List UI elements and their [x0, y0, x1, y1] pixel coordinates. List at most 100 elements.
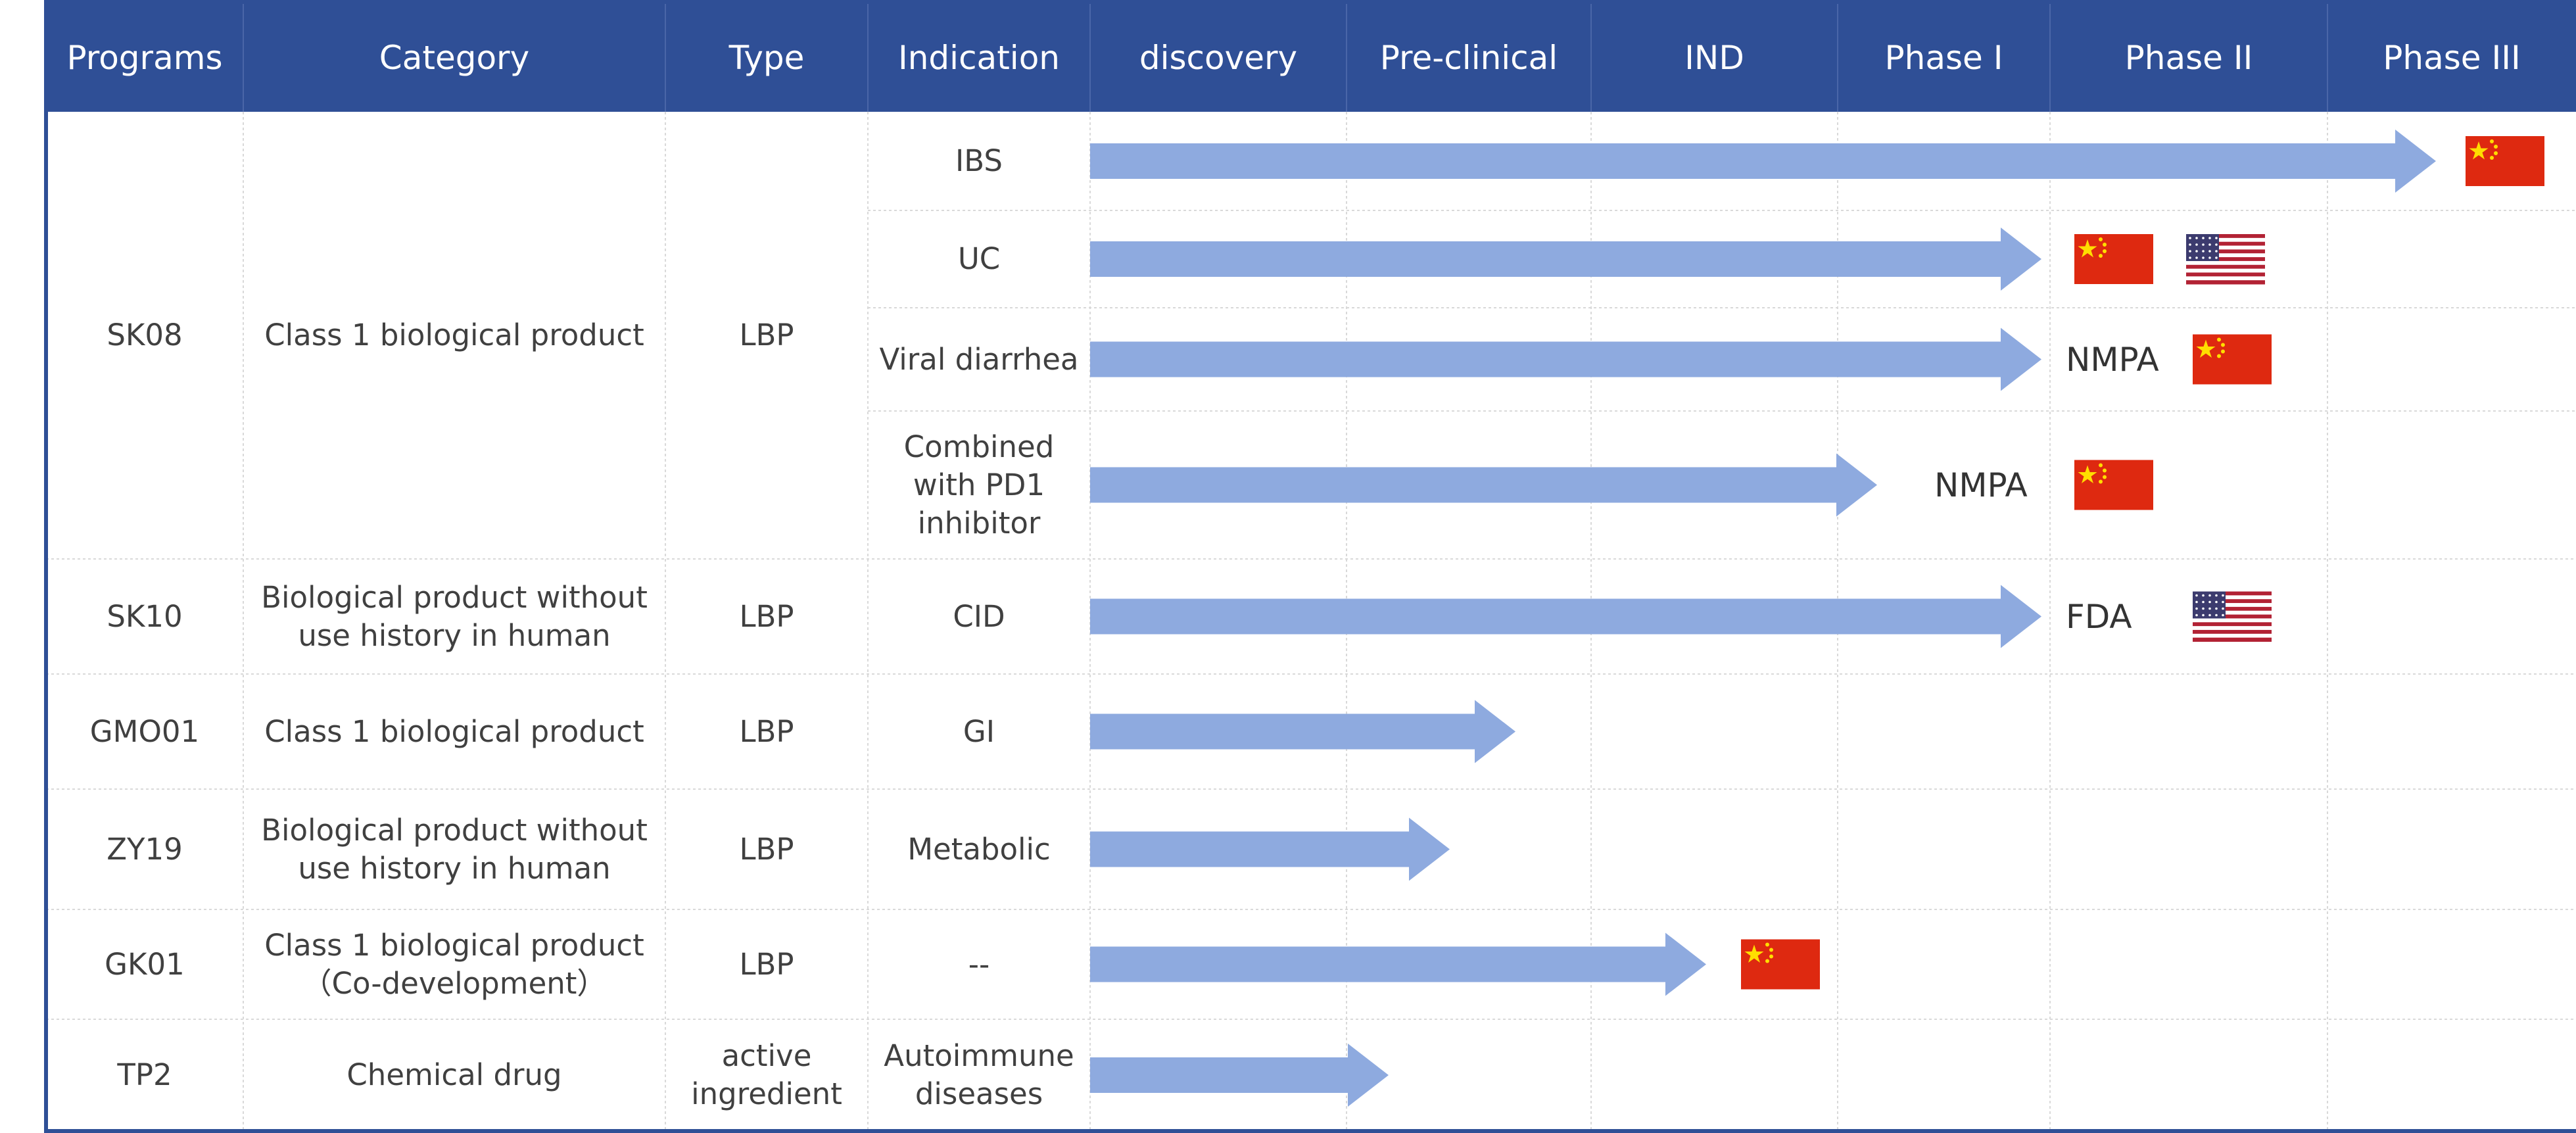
flag-stripe	[2186, 268, 2265, 273]
flag-canton-star	[2202, 600, 2205, 604]
flag-small-star	[1765, 942, 1769, 947]
flag-canton-star	[2215, 256, 2218, 259]
flag-canton-star	[2215, 607, 2218, 610]
flag-canton-star	[2202, 614, 2205, 617]
us-flag	[2193, 591, 2272, 642]
flag-small-star	[2221, 349, 2225, 354]
program-name: GMO01	[89, 713, 200, 749]
category: Chemical drug	[346, 1057, 562, 1092]
flag-canton-star	[2208, 243, 2211, 246]
flag-canton-star	[2202, 237, 2205, 239]
flag-field	[2466, 136, 2544, 186]
flag-canton-star	[2215, 614, 2218, 617]
flag-field	[1741, 939, 1820, 990]
header-cell: Phase III	[2383, 38, 2521, 77]
flag-stripe	[2186, 237, 2265, 243]
flag-stripe	[2193, 622, 2272, 627]
flag-canton-star	[2208, 594, 2211, 597]
header-cell: Type	[728, 38, 805, 77]
type: LBP	[739, 598, 794, 634]
flag-canton-star	[2215, 237, 2218, 239]
flag-stripe	[2193, 626, 2272, 631]
china-flag	[2074, 460, 2153, 510]
flag-canton-star	[2222, 607, 2224, 610]
flag-canton-star	[2189, 243, 2191, 246]
china-flag	[2193, 334, 2272, 385]
flag-stripe	[2193, 618, 2272, 623]
flag-stripe	[2186, 249, 2265, 254]
flag-field	[2074, 460, 2153, 510]
category: Biological product without use history i…	[261, 579, 648, 653]
progress-arrow	[1090, 585, 2041, 648]
flag-star	[1744, 944, 1764, 963]
flag-small-star	[2221, 343, 2225, 347]
flag-stripe	[2186, 234, 2265, 239]
header-cell: Category	[379, 38, 530, 77]
progress-arrow	[1090, 817, 1450, 881]
china-flag	[1741, 939, 1820, 990]
flag-small-star	[2103, 475, 2107, 479]
china-flag	[2466, 136, 2544, 186]
program-name: SK10	[107, 598, 183, 634]
flag-canton-star	[2208, 607, 2211, 610]
flag-canton-star	[2195, 607, 2198, 610]
flag-stripe	[2193, 610, 2272, 615]
flag-canton-star	[2202, 256, 2205, 259]
progress-arrow	[1090, 228, 2041, 291]
category: Class 1 biological product （Co-developme…	[264, 927, 644, 1001]
category: Class 1 biological product	[264, 318, 644, 352]
flag-stripe	[2186, 253, 2265, 258]
flag-canton-star	[2202, 250, 2205, 253]
indication: GI	[963, 713, 995, 749]
flag-small-star	[2103, 249, 2107, 253]
progress-arrow	[1090, 327, 2041, 391]
flag-stripe	[2186, 245, 2265, 250]
type: LBP	[739, 713, 794, 749]
flag-small-star	[2103, 468, 2107, 473]
type: LBP	[739, 318, 794, 352]
indication: IBS	[955, 143, 1003, 178]
flag-star	[2078, 239, 2097, 258]
flag-canton-star	[2208, 614, 2211, 617]
flag-stripe	[2186, 280, 2265, 285]
flag-canton-star	[2195, 256, 2198, 259]
flag-stripe	[2193, 595, 2272, 600]
flag-canton-star	[2195, 594, 2198, 597]
flag-small-star	[2494, 151, 2498, 155]
approval-label: NMPA	[2066, 340, 2159, 379]
flag-small-star	[2490, 156, 2494, 160]
indication: Autoimmune diseases	[884, 1038, 1074, 1111]
header-cell: Indication	[898, 38, 1060, 77]
flag-canton-star	[2202, 243, 2205, 246]
flag-canton-star	[2208, 250, 2211, 253]
progress-arrow	[1090, 932, 1706, 996]
indication: --	[968, 946, 990, 982]
flag-stripe	[2186, 257, 2265, 262]
flag-small-star	[2099, 463, 2103, 468]
flag-stripe	[2186, 264, 2265, 270]
flag-canton-star	[2215, 594, 2218, 597]
flag-canton-star	[2208, 237, 2211, 239]
flag-canton-star	[2195, 243, 2198, 246]
program-name: ZY19	[107, 831, 183, 867]
progress-arrow	[1090, 130, 2436, 193]
flag-stripe	[2193, 637, 2272, 642]
flag-stripe	[2193, 603, 2272, 608]
type: LBP	[739, 946, 794, 982]
flag-stripe	[2193, 591, 2272, 596]
flag-canton-star	[2195, 237, 2198, 239]
flag-canton-star	[2195, 614, 2198, 617]
indication: CID	[953, 598, 1005, 634]
indication: Combined with PD1 inhibitor	[903, 429, 1055, 541]
progress-arrow	[1090, 1044, 1389, 1107]
flag-canton-star	[2215, 243, 2218, 246]
header-cell: Phase I	[1884, 38, 2003, 77]
flag-stripe	[2186, 241, 2265, 247]
flag-stripe	[2193, 633, 2272, 639]
flag-stripe	[2193, 599, 2272, 604]
flag-canton-star	[2189, 256, 2191, 259]
flag-star	[2469, 141, 2489, 160]
flag-field	[2193, 334, 2272, 385]
header-cell: Phase II	[2124, 38, 2253, 77]
